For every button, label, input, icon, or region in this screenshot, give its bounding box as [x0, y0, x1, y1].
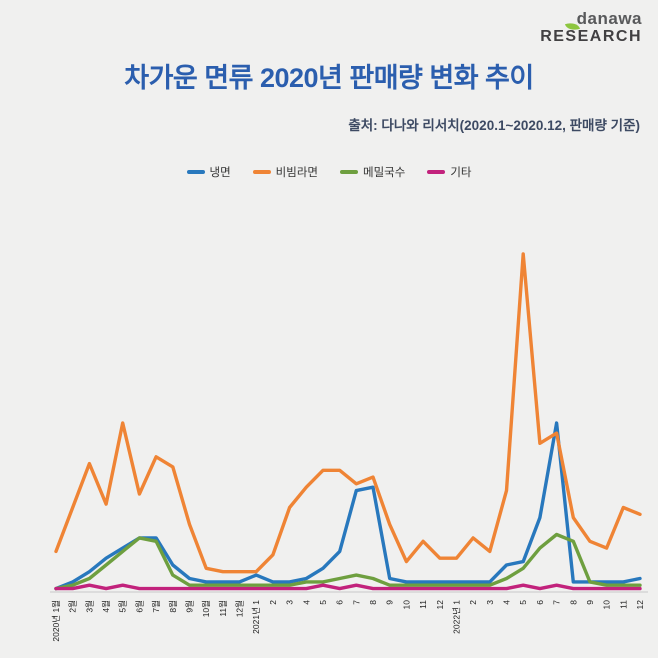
x-axis-label: 3월 [84, 600, 94, 613]
legend-marker-icon [186, 170, 205, 174]
danawa-logo: danawa RESEARCH [540, 10, 642, 46]
x-axis-label: 7월 [151, 600, 161, 613]
x-axis-label: 12 [435, 600, 445, 610]
x-axis-label: 9 [585, 600, 595, 605]
legend-item-1: 비빔라면 [252, 164, 318, 180]
x-axis-label: 9 [385, 600, 395, 605]
legend-label: 비빔라면 [275, 167, 318, 179]
x-axis-label: 6 [335, 600, 345, 605]
x-axis-label: 4 [301, 600, 311, 605]
legend-marker-icon [340, 170, 358, 174]
x-axis-label: 8월 [168, 600, 178, 613]
series-line-3 [54, 583, 642, 591]
source-note: 출처: 다나와 리서치(2020.1~2020.12, 판매량 기준) [348, 118, 640, 133]
x-axis-label: 3 [485, 600, 495, 605]
logo-danawa-text: danawa [576, 9, 642, 28]
sales-line-chart: 2020년 1월 2월 3월 4월 5월 6월 7월 8월 9월 10월 11월 12월 2021년 1… [50, 252, 648, 642]
legend-item-2: 메밀국수 [340, 164, 405, 180]
x-axis-label: 5월 [118, 600, 128, 613]
legend-marker-icon [252, 170, 271, 174]
legend-item-3: 기타 [427, 164, 472, 180]
x-axis-label: 8 [568, 600, 578, 605]
x-axis-label: 10 [401, 600, 411, 610]
legend-label: 기타 [450, 167, 472, 179]
x-axis-label: 11 [618, 600, 628, 609]
logo-research-text: RESEARCH [540, 20, 642, 46]
x-axis-label: 10월 [201, 600, 211, 617]
x-axis-label: 7 [351, 600, 361, 605]
legend-marker-icon [427, 170, 446, 174]
x-axis-label: 3 [285, 600, 295, 605]
x-axis-label: 2 [268, 600, 278, 605]
x-axis-label: 2021년 1 [251, 600, 261, 634]
x-axis-label: 2022년 1 [451, 600, 461, 634]
x-axis-label: 6월 [134, 600, 144, 613]
x-axis-label: 2020년 1월 [51, 600, 61, 642]
x-axis-label: 12월 [235, 600, 245, 617]
x-axis-label: 9월 [184, 600, 194, 613]
legend-label: 메밀국수 [363, 167, 406, 179]
x-axis-label: 2 [468, 600, 478, 605]
series-line-1 [54, 252, 642, 574]
x-axis-label: 11 [418, 600, 428, 609]
logo-research-label: RESEARCH [540, 27, 642, 45]
x-axis-label: 4월 [101, 600, 111, 613]
series-line-0 [54, 421, 642, 591]
legend-label: 냉면 [209, 167, 231, 179]
x-axis-label: 5 [318, 600, 328, 605]
x-axis-label: 5 [518, 600, 528, 605]
legend-item-0: 냉면 [186, 164, 231, 180]
x-axis-label: 2월 [68, 600, 78, 613]
x-axis-label: 4 [502, 600, 512, 605]
chart-legend: 냉면 비빔라면 메밀국수 기타 [0, 164, 658, 180]
x-axis-label: 10 [602, 600, 612, 610]
series-line-2 [54, 532, 642, 591]
x-axis-label: 8 [368, 600, 378, 605]
x-axis-label: 6 [535, 600, 545, 605]
x-axis-label: 12 [635, 600, 645, 610]
page-title: 차가운 면류 2020년 판매량 변화 추이 [124, 63, 534, 93]
x-axis-label: 11월 [218, 600, 228, 617]
x-axis-label: 7 [552, 600, 562, 605]
